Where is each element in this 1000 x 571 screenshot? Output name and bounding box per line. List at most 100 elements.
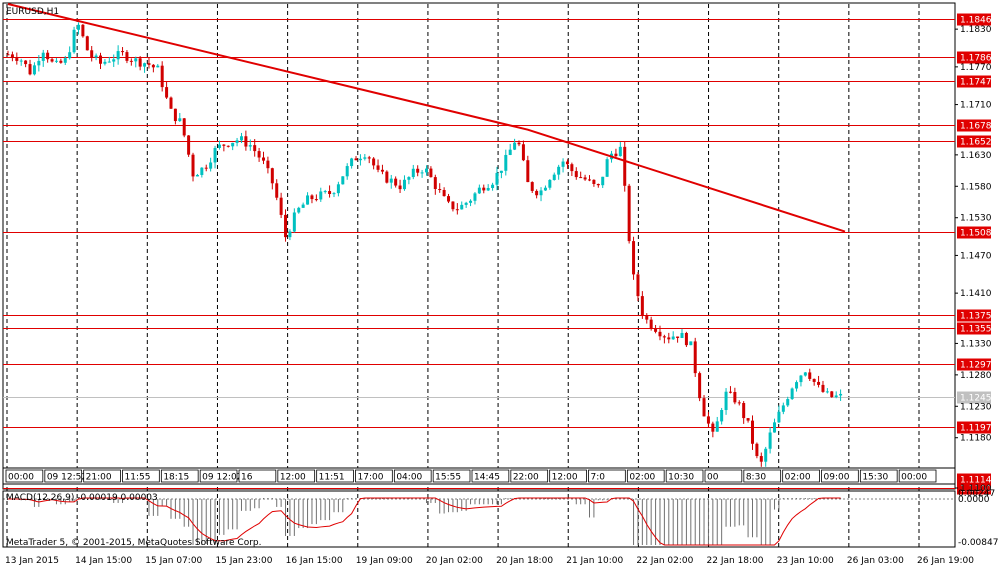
copyright-text: MetaTrader 5, © 2001-2015, MetaQuotes So…	[6, 538, 262, 548]
candle-body	[755, 443, 759, 457]
price-tick-label: 1.1580	[960, 182, 992, 192]
level-label-box	[957, 309, 991, 322]
candle-body	[178, 118, 182, 122]
candle-body	[345, 166, 349, 177]
candle-body	[222, 144, 226, 146]
candle-body	[539, 190, 543, 196]
candle-body	[138, 58, 142, 67]
candle-body	[257, 151, 261, 158]
candle-body	[574, 171, 578, 178]
session-box	[393, 469, 432, 483]
candle-body	[513, 142, 517, 150]
candle-body	[570, 164, 574, 172]
candle-body	[495, 172, 499, 185]
session-label: 17:00	[358, 473, 384, 483]
macd-window-frame	[2, 490, 956, 548]
candle-body	[768, 432, 772, 449]
candle-body	[367, 157, 371, 159]
session-box	[588, 469, 626, 483]
candle-body	[389, 178, 393, 183]
candle-body	[526, 160, 530, 183]
candle-body	[790, 388, 794, 400]
candle-body	[380, 169, 384, 172]
candle-body	[817, 381, 821, 385]
session-label: 00:00	[901, 473, 927, 483]
candle-body	[530, 182, 534, 191]
candle-body	[812, 378, 816, 382]
session-label: 12:00	[280, 473, 306, 483]
session-box	[743, 469, 782, 483]
candle-body	[160, 65, 164, 88]
level-label: 1.1747	[960, 78, 992, 88]
candle-body	[667, 337, 671, 340]
candles	[6, 22, 843, 467]
candle-body	[803, 372, 807, 376]
candle-body	[376, 165, 380, 170]
candle-body	[284, 214, 288, 238]
candle-body	[165, 87, 169, 98]
candle-body	[46, 52, 50, 60]
candle-body	[429, 168, 433, 178]
candle-body	[777, 411, 781, 423]
candle-body	[116, 51, 120, 60]
candle-body	[244, 136, 248, 147]
level-label: 1.1355	[960, 325, 992, 335]
candle-body	[548, 179, 552, 188]
candle-body	[460, 204, 464, 210]
price-tick-label: 1.1230	[960, 402, 992, 412]
session-label: 00:00	[8, 473, 34, 483]
candle-body	[226, 145, 230, 147]
session-box	[626, 469, 665, 483]
candle-body	[698, 373, 702, 399]
session-label: 10:30	[668, 473, 694, 483]
candle-body	[156, 65, 160, 68]
candle-body	[358, 158, 362, 161]
session-label: 02:00	[629, 473, 655, 483]
session-label: 14:45	[474, 473, 500, 483]
candle-body	[394, 178, 398, 186]
candle-body	[689, 341, 693, 346]
session-label: 09 12:02	[202, 473, 242, 483]
candle-body	[482, 187, 486, 191]
session-label: 7:0	[591, 473, 606, 483]
candle-body	[288, 231, 292, 238]
level-label-box	[957, 119, 991, 132]
candle-body	[808, 372, 812, 379]
session-box	[277, 469, 316, 483]
price-tick-label: 1.1630	[960, 151, 992, 161]
candle-body	[411, 168, 415, 178]
trendline[interactable]	[7, 3, 846, 233]
candle-body	[632, 241, 636, 275]
candle-body	[195, 174, 199, 177]
candle-body	[834, 395, 838, 398]
level-label: 1.1375	[960, 312, 992, 322]
candle-body	[640, 296, 644, 316]
date-label: 21 Jan 10:00	[566, 556, 623, 566]
session-label: 15:55	[435, 473, 461, 483]
session-label: 11:51	[319, 473, 345, 483]
candle-body	[314, 199, 318, 201]
candle-body	[645, 315, 649, 320]
candle-body	[24, 60, 28, 65]
candle-body	[32, 65, 36, 75]
candle-body	[654, 328, 658, 332]
level-label: 1.1114	[960, 476, 992, 486]
session-box	[665, 469, 704, 483]
candle-body	[627, 185, 631, 242]
candle-body	[504, 154, 508, 171]
candle-body	[517, 142, 521, 145]
candle-body	[671, 336, 675, 340]
candle-body	[447, 196, 451, 202]
session-label: 21:00	[86, 473, 112, 483]
session-label: 18:15	[163, 473, 189, 483]
price-tick-label: 1.1280	[960, 371, 992, 381]
candle-body	[557, 166, 561, 175]
candle-body	[693, 341, 697, 374]
candle-body	[275, 183, 279, 198]
session-label: 16	[241, 473, 253, 483]
symbol-label: EURUSD,H1	[6, 7, 59, 17]
candle-body	[618, 146, 622, 157]
level-label-box	[957, 482, 991, 495]
